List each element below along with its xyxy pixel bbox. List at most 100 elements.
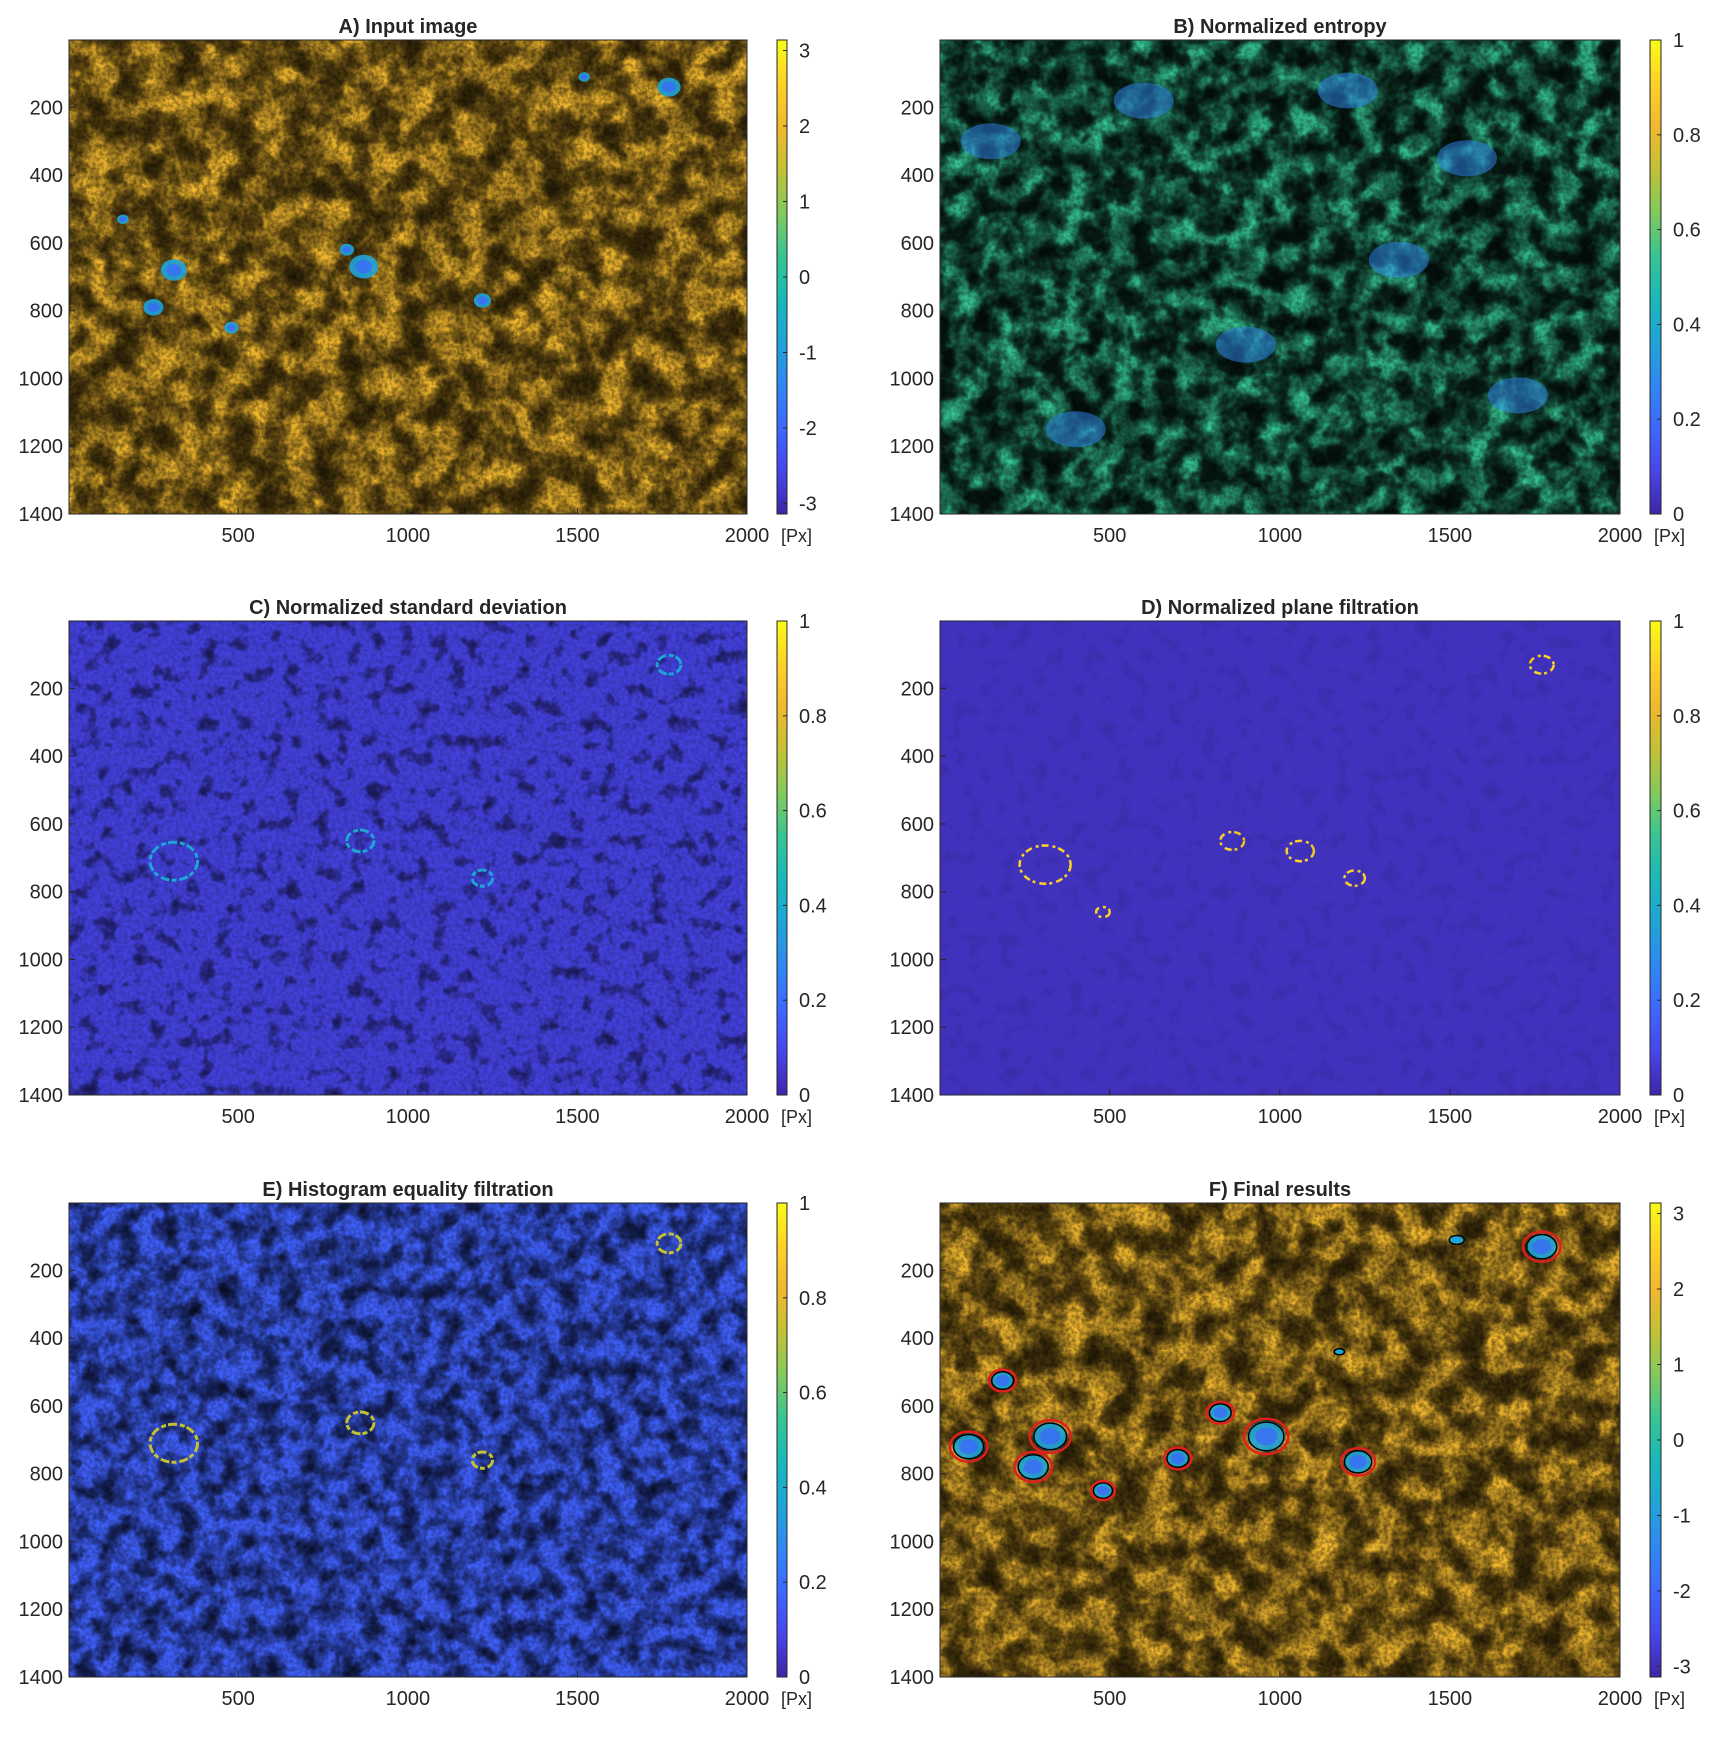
entropy-patch xyxy=(1045,411,1106,448)
colorbar-tick-label: 0.8 xyxy=(1673,125,1701,147)
colorbar-tick-label: 1 xyxy=(1673,30,1684,52)
image-area xyxy=(69,621,747,1095)
feature-core xyxy=(1532,1239,1552,1255)
colorbar-tick-label: 0.8 xyxy=(1673,706,1701,728)
y-tick-label: 1000 xyxy=(19,1531,64,1553)
y-tick-label: 1000 xyxy=(890,949,935,971)
contour-mark xyxy=(1033,1422,1068,1451)
y-tick-label: 400 xyxy=(901,746,934,768)
y-tick-label: 1000 xyxy=(19,368,64,390)
y-tick-label: 600 xyxy=(901,1396,934,1418)
y-tick-label: 1200 xyxy=(19,1599,64,1621)
y-tick-label: 1000 xyxy=(890,1531,935,1553)
colorbar-tick-label: 0 xyxy=(799,1085,810,1107)
y-tick-label: 1000 xyxy=(19,949,64,971)
image-texture xyxy=(69,1203,747,1677)
feature-core xyxy=(166,263,182,277)
y-tick-label: 800 xyxy=(901,1464,934,1486)
x-tick-label: 1500 xyxy=(1428,1106,1473,1128)
contour-mark xyxy=(1247,1421,1285,1452)
x-unit-label: [Px] xyxy=(1654,1107,1685,1127)
y-tick-label: 1400 xyxy=(19,1085,64,1107)
feature-core xyxy=(1349,1455,1367,1469)
y-tick-label: 400 xyxy=(30,1328,63,1350)
feature-core xyxy=(1040,1428,1061,1445)
feature-core xyxy=(119,216,127,222)
x-tick-label: 1500 xyxy=(1428,525,1473,547)
y-tick-label: 200 xyxy=(30,1260,63,1282)
detection-circle xyxy=(987,1368,1018,1393)
colorbar-tick-label: 0.4 xyxy=(1673,314,1701,336)
x-tick-label: 1000 xyxy=(386,1688,431,1710)
detection-circle xyxy=(1162,1446,1193,1471)
entropy-patch xyxy=(1317,72,1378,109)
y-tick-label: 200 xyxy=(30,97,63,119)
contour-mark xyxy=(1208,1403,1232,1423)
feature-core xyxy=(342,246,352,254)
colorbar-tick-label: 3 xyxy=(799,41,810,63)
feature-outline xyxy=(345,828,376,854)
image-area xyxy=(940,40,1620,514)
y-tick-label: 200 xyxy=(901,97,934,119)
contour-mark xyxy=(1017,1454,1049,1480)
y-tick-label: 800 xyxy=(30,1464,63,1486)
colorbar-tick-label: 1 xyxy=(799,611,810,633)
y-tick-label: 800 xyxy=(30,882,63,904)
colorbar-tick-label: 1 xyxy=(1673,1355,1684,1377)
y-tick-label: 400 xyxy=(901,1328,934,1350)
y-tick-label: 600 xyxy=(901,233,934,255)
colorbar-tick-label: 0.8 xyxy=(799,1288,827,1310)
y-tick-label: 400 xyxy=(30,746,63,768)
y-tick-label: 600 xyxy=(30,1396,63,1418)
colorbar-tick-label: 0 xyxy=(1673,1430,1684,1452)
image-texture xyxy=(69,621,747,1095)
detection-circle xyxy=(1013,1450,1054,1484)
entropy-patch xyxy=(1368,241,1429,278)
x-tick-label: 1000 xyxy=(1258,525,1303,547)
image-area xyxy=(69,40,747,514)
y-tick-label: 600 xyxy=(30,814,63,836)
y-tick-label: 1200 xyxy=(890,436,935,458)
x-tick-label: 500 xyxy=(222,1106,255,1128)
x-unit-label: [Px] xyxy=(781,1689,812,1709)
feature-outline xyxy=(470,868,495,888)
detection-circle xyxy=(1089,1479,1117,1502)
colorbar-tick-label: 0.6 xyxy=(799,801,827,823)
feature-outline xyxy=(470,1450,495,1470)
x-unit-label: [Px] xyxy=(1654,1689,1685,1709)
colorbar-tick-label: 0 xyxy=(1673,504,1684,526)
x-tick-label: 2000 xyxy=(725,1688,770,1710)
colorbar xyxy=(1649,620,1662,1096)
contour-mark xyxy=(1092,1482,1114,1500)
detection-circle xyxy=(1521,1230,1562,1263)
colorbar-tick-label: 0.4 xyxy=(799,895,827,917)
x-tick-label: 1000 xyxy=(386,1106,431,1128)
colorbar-tick-label: 0.2 xyxy=(799,990,827,1012)
x-tick-label: 500 xyxy=(1093,1106,1126,1128)
feature-core xyxy=(1255,1427,1278,1446)
x-tick-label: 500 xyxy=(1093,525,1126,547)
y-tick-label: 1200 xyxy=(19,436,64,458)
entropy-patch xyxy=(1487,377,1548,414)
feature-core xyxy=(227,324,236,332)
contour-mark xyxy=(990,1370,1015,1391)
feature-core xyxy=(477,296,488,305)
colorbar-tick-label: -3 xyxy=(799,493,817,515)
y-tick-label: 1200 xyxy=(890,1599,935,1621)
entropy-patch xyxy=(960,123,1021,160)
feature-outline xyxy=(148,840,200,882)
x-tick-label: 500 xyxy=(1093,1688,1126,1710)
colorbar-tick-label: 0.4 xyxy=(1673,895,1701,917)
x-tick-label: 1500 xyxy=(555,1106,600,1128)
panel-6: F) Final results 500 1000 1500 2000 [Px] 200 40… xyxy=(890,1179,1691,1710)
colorbar-tick-label: 0.2 xyxy=(799,1572,827,1594)
panel-5: E) Histogram equality filtration 500 1000 1… xyxy=(19,1179,827,1710)
x-tick-label: 2000 xyxy=(1598,1688,1643,1710)
x-unit-label: [Px] xyxy=(1654,526,1685,546)
colorbar-tick-label: 0 xyxy=(1673,1085,1684,1107)
panel-3: C) Normalized standard deviation 500 1000 1… xyxy=(19,597,827,1128)
colorbar-tick-label: 3 xyxy=(1673,1204,1684,1226)
colorbar-tick-label: 0 xyxy=(799,1667,810,1689)
y-tick-label: 400 xyxy=(901,165,934,187)
